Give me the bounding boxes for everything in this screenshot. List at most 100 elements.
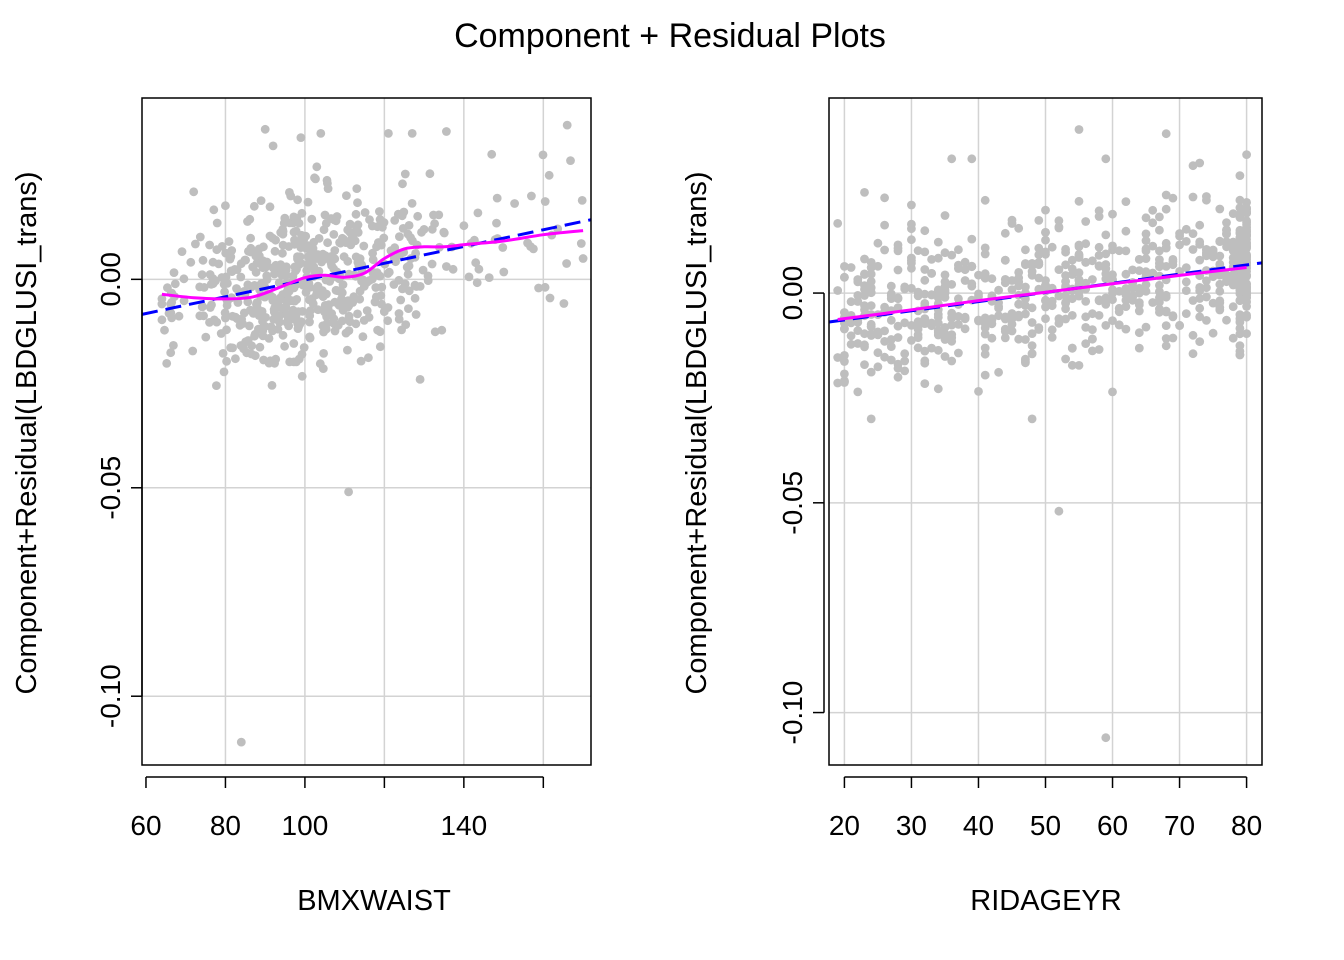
data-point — [1195, 220, 1205, 230]
data-point — [221, 201, 230, 211]
x-tick-label: 60 — [1097, 810, 1128, 841]
data-point — [1108, 209, 1117, 219]
data-point — [427, 259, 437, 269]
data-point — [960, 265, 970, 275]
data-point — [1215, 204, 1225, 214]
data-point — [294, 218, 304, 228]
data-point — [1242, 208, 1251, 217]
data-point — [940, 293, 950, 302]
y-tick-label: -0.05 — [777, 471, 808, 535]
data-point — [1000, 275, 1010, 284]
data-point — [920, 289, 930, 299]
data-point — [880, 245, 889, 255]
data-point — [359, 241, 369, 251]
data-point — [1114, 303, 1124, 313]
data-point — [246, 233, 256, 243]
data-point — [410, 293, 420, 303]
data-point — [253, 298, 262, 307]
data-point — [927, 318, 936, 328]
data-point — [907, 283, 916, 293]
data-point — [373, 222, 382, 232]
data-point — [510, 199, 519, 208]
data-point — [218, 349, 228, 358]
data-point — [484, 273, 494, 282]
data-point — [974, 289, 983, 299]
panel-ridageyr-xlabel: RIDAGEYR — [970, 885, 1121, 917]
data-point — [1121, 197, 1131, 207]
data-point — [1161, 307, 1171, 317]
data-point — [243, 217, 252, 226]
data-point — [967, 281, 977, 291]
data-point — [226, 266, 236, 276]
data-point — [980, 313, 990, 323]
data-point — [833, 353, 843, 362]
data-point — [947, 154, 957, 164]
data-point — [174, 311, 184, 321]
data-point — [907, 258, 916, 268]
data-point — [284, 321, 294, 331]
data-point — [893, 372, 903, 382]
data-point — [860, 329, 869, 339]
data-point — [1108, 316, 1117, 325]
data-point — [1121, 269, 1131, 279]
data-point — [377, 282, 387, 292]
data-point — [1101, 230, 1111, 240]
data-point — [474, 264, 484, 274]
data-point — [250, 351, 260, 361]
data-point — [1034, 243, 1044, 253]
data-point — [866, 414, 876, 424]
data-point — [222, 325, 231, 335]
data-point — [1141, 322, 1151, 332]
data-point — [1014, 312, 1024, 322]
data-point — [429, 210, 438, 220]
data-point — [260, 124, 270, 134]
data-point — [1141, 213, 1151, 223]
data-point — [866, 329, 876, 339]
data-point — [1034, 216, 1044, 225]
data-point — [1101, 293, 1111, 303]
data-point — [291, 312, 301, 322]
data-point — [860, 342, 869, 352]
data-point — [1034, 250, 1044, 260]
data-point — [308, 244, 318, 253]
y-tick-label: 0.00 — [777, 266, 808, 321]
data-point — [1014, 223, 1024, 233]
data-point — [280, 213, 290, 223]
data-point — [247, 282, 256, 292]
data-point — [907, 224, 916, 234]
data-point — [312, 162, 322, 172]
data-point — [1228, 241, 1238, 251]
data-point — [1000, 327, 1010, 336]
data-point — [278, 224, 288, 234]
data-point — [980, 349, 990, 359]
data-point — [920, 346, 930, 356]
data-point — [274, 278, 284, 288]
data-point — [224, 237, 234, 246]
data-point — [974, 270, 983, 280]
data-point — [1215, 236, 1225, 246]
data-point — [379, 233, 389, 243]
data-point — [1208, 328, 1218, 338]
data-point — [208, 257, 218, 267]
data-point — [853, 291, 863, 300]
data-point — [900, 318, 910, 328]
data-point — [430, 327, 440, 337]
data-point — [322, 318, 332, 328]
data-point — [437, 325, 447, 335]
data-point — [1242, 216, 1251, 226]
data-point — [880, 337, 889, 346]
data-point — [345, 219, 355, 229]
data-point — [974, 387, 983, 396]
data-point — [967, 154, 977, 164]
data-point — [980, 323, 990, 333]
data-point — [1094, 295, 1104, 305]
data-point — [987, 274, 997, 284]
data-point — [1228, 209, 1238, 219]
data-point — [840, 351, 849, 360]
data-point — [1202, 316, 1211, 325]
data-point — [237, 314, 247, 324]
data-point — [1021, 358, 1030, 368]
data-point — [1181, 224, 1191, 234]
data-point — [1202, 292, 1211, 302]
data-point — [1242, 223, 1251, 232]
